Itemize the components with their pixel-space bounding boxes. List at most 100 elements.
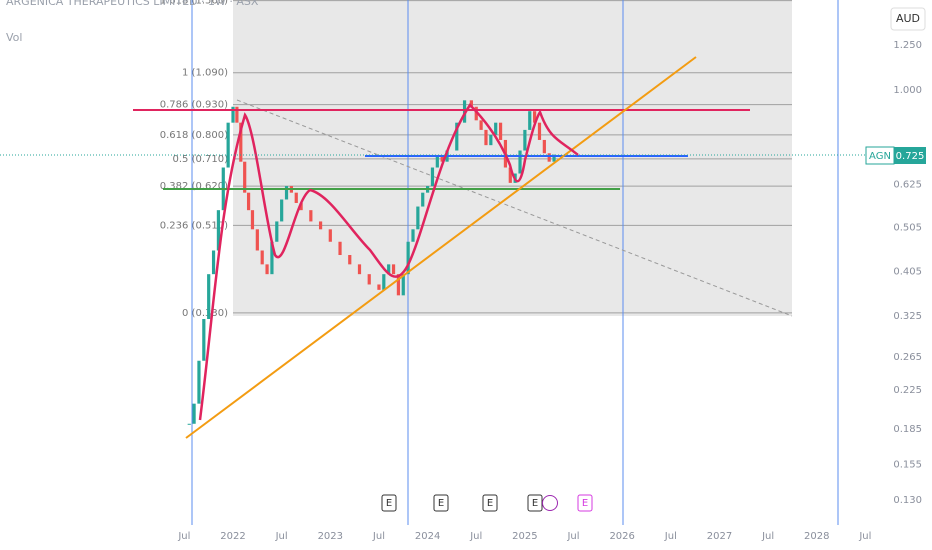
earnings-marker <box>577 494 593 512</box>
y-tick-label: 1.250 <box>893 40 922 51</box>
candle <box>377 284 381 290</box>
x-tick-label: 2024 <box>415 531 440 542</box>
earnings-label: E <box>487 498 493 509</box>
candle <box>284 186 289 200</box>
x-tick-label: 2026 <box>609 531 634 542</box>
candle <box>187 423 191 425</box>
candle <box>235 106 239 123</box>
x-tick-label: Jul <box>469 531 482 542</box>
candle <box>489 134 493 146</box>
candle <box>528 111 532 130</box>
candle <box>421 192 425 207</box>
fib-label: 1.618 (1.560) <box>160 0 228 7</box>
volume-label: Vol <box>6 31 22 44</box>
currency: AUD <box>896 12 920 25</box>
candle <box>411 229 415 242</box>
y-tick-label: 0.155 <box>893 460 922 471</box>
y-tick-label: 0.505 <box>893 222 922 233</box>
candle <box>246 192 251 211</box>
earnings-label: E <box>532 498 538 509</box>
x-tick-label: 2027 <box>707 531 732 542</box>
candle <box>280 199 284 222</box>
fib-label: 0.618 (0.800) <box>160 130 228 141</box>
candle <box>382 274 386 290</box>
x-tick-label: Jul <box>858 531 871 542</box>
candle <box>243 161 247 193</box>
fib-label: 0.236 (0.510) <box>160 220 228 231</box>
candle <box>391 264 396 275</box>
candle <box>299 202 303 211</box>
candle <box>260 250 264 265</box>
candle <box>348 255 352 265</box>
candle <box>401 274 405 296</box>
x-tick-label: 2025 <box>512 531 537 542</box>
candle <box>202 319 206 361</box>
candle <box>479 120 483 130</box>
candle <box>430 167 435 187</box>
x-tick-label: 2028 <box>804 531 829 542</box>
earnings-marker <box>433 494 449 512</box>
candle <box>309 210 313 222</box>
candle <box>255 229 259 251</box>
earnings-marker <box>482 494 498 512</box>
x-tick-label: 2022 <box>220 531 245 542</box>
fib-label: 0 (0.330) <box>182 308 228 319</box>
symbol: AGN <box>869 151 891 162</box>
candle <box>435 156 439 168</box>
candle <box>387 264 391 275</box>
candle <box>270 241 274 275</box>
candle <box>552 154 556 162</box>
candle <box>498 122 503 140</box>
header-title: ARGENICA THERAPEUTICS LIMITED · 1W · ASX <box>6 0 259 8</box>
fib-label: 0.382 (0.620) <box>160 181 228 192</box>
fib-box <box>233 0 792 316</box>
earnings-label: E <box>438 498 444 509</box>
price: 0.725 <box>896 151 925 162</box>
x-tick-label: Jul <box>372 531 385 542</box>
candle <box>469 100 473 107</box>
earnings-marker <box>381 494 397 512</box>
candle <box>523 129 527 151</box>
candle <box>542 139 546 154</box>
x-tick-label: Jul <box>664 531 677 542</box>
candle <box>338 241 342 256</box>
candle <box>328 229 332 242</box>
candle <box>192 403 196 424</box>
candle <box>547 153 551 162</box>
candle <box>484 129 488 146</box>
trend-line <box>185 56 697 439</box>
currency-button[interactable] <box>890 7 926 31</box>
fib-label: 1 (1.090) <box>182 68 228 79</box>
candle <box>396 274 401 296</box>
dividend-marker <box>542 495 558 511</box>
candle <box>508 167 512 183</box>
candle <box>250 210 255 230</box>
candle <box>265 264 269 275</box>
candle <box>197 360 201 404</box>
dashed-trend <box>236 99 793 317</box>
y-tick-label: 0.325 <box>893 311 922 322</box>
candle <box>494 122 498 135</box>
candle <box>518 150 522 174</box>
earnings-label: E <box>386 498 392 509</box>
y-tick-label: 0.130 <box>893 495 922 506</box>
candle <box>416 206 420 230</box>
x-tick-label: Jul <box>566 531 579 542</box>
x-tick-label: Jul <box>275 531 288 542</box>
candle <box>474 106 478 121</box>
candle <box>318 221 323 230</box>
earnings-label: E <box>582 498 588 509</box>
candle <box>533 111 537 123</box>
x-tick-label: Jul <box>177 531 190 542</box>
y-tick-label: 0.405 <box>893 267 922 278</box>
candle <box>216 210 221 251</box>
x-tick-label: 2023 <box>318 531 343 542</box>
y-tick-label: 0.265 <box>893 352 922 363</box>
candle <box>231 106 235 123</box>
fib-label: 0.5 (0.710) <box>172 154 228 165</box>
y-tick-label: 1.000 <box>893 85 922 96</box>
y-tick-label: 0.185 <box>893 424 922 435</box>
candle <box>294 192 298 203</box>
candle <box>455 122 459 151</box>
candle <box>239 122 243 162</box>
